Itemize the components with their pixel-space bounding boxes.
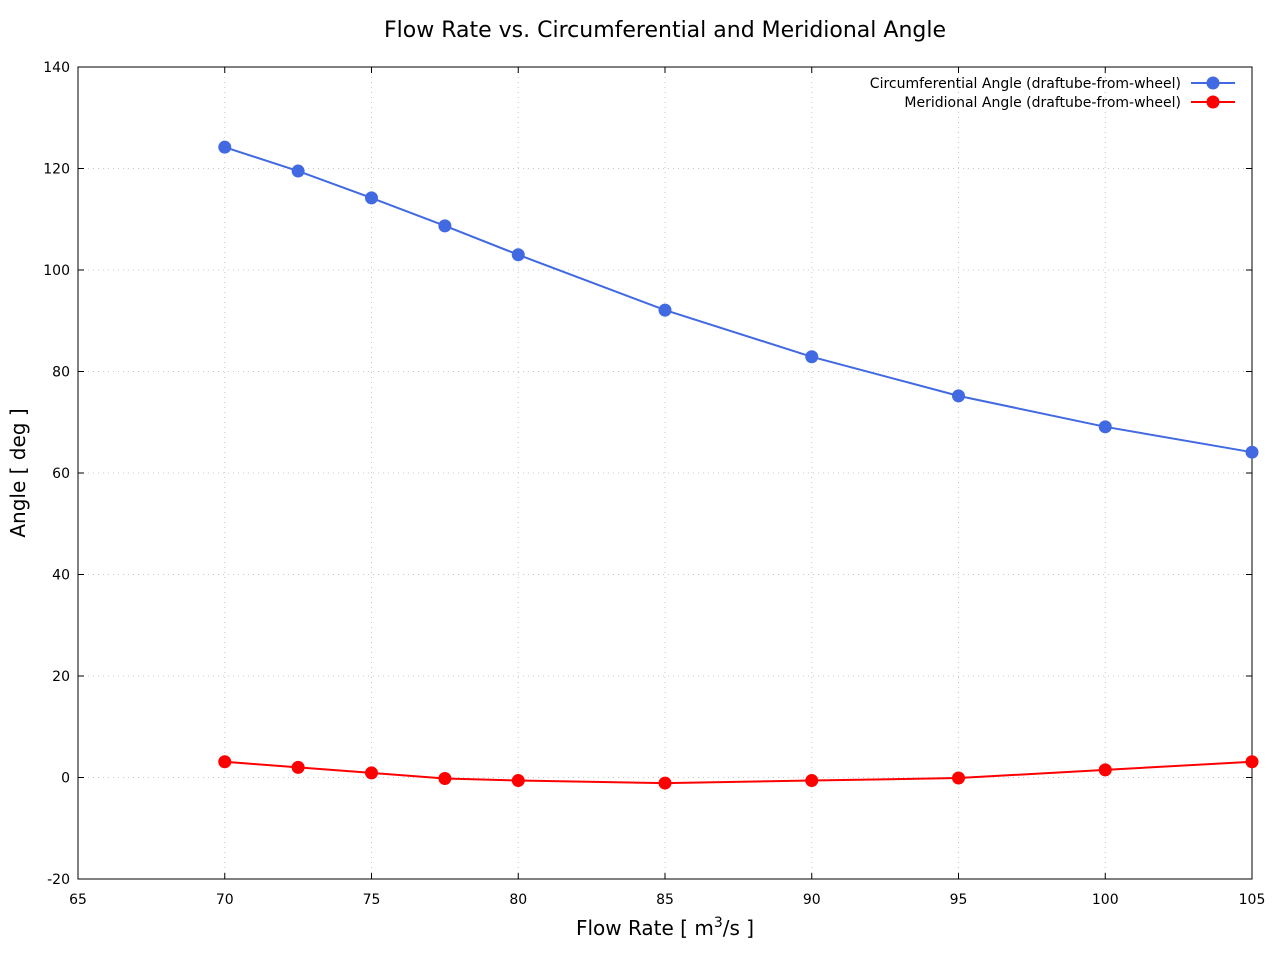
y-tick-label: 40: [52, 568, 70, 584]
legend-marker: [1206, 95, 1220, 109]
data-point: [805, 350, 819, 364]
data-point: [952, 389, 965, 403]
data-point: [805, 774, 819, 788]
legend-label: Circumferential Angle (draftube-from-whe…: [870, 76, 1181, 92]
y-tick-label: 120: [43, 162, 70, 178]
y-tick-label: 140: [43, 60, 70, 76]
data-point: [365, 191, 378, 205]
series-group: [218, 140, 1259, 790]
data-point: [658, 303, 672, 317]
x-axis-label-sup: 3: [714, 915, 723, 931]
y-tick-label: 100: [43, 263, 70, 279]
grid: [78, 67, 1252, 879]
x-tick-label: 75: [363, 892, 381, 908]
x-axis-label: Flow Rate [ m3/s ]: [576, 915, 754, 940]
x-tick-label: 90: [803, 892, 821, 908]
x-tick-label: 70: [216, 892, 234, 908]
plot-frame: [77, 66, 1253, 880]
legend: Circumferential Angle (draftube-from-whe…: [870, 76, 1235, 111]
data-point: [658, 776, 672, 790]
x-axis-label-tail: /s ]: [723, 916, 754, 940]
y-tick-label: -20: [47, 872, 70, 888]
data-point: [1098, 420, 1112, 434]
x-tick-label: 65: [69, 892, 87, 908]
data-point: [1098, 763, 1112, 777]
data-point: [438, 219, 452, 233]
legend-label: Meridional Angle (draftube-from-wheel): [904, 95, 1181, 111]
data-point: [291, 760, 305, 774]
x-tick-label: 100: [1092, 892, 1119, 908]
y-axis-label: Angle [ deg ]: [6, 408, 30, 537]
data-point: [1245, 445, 1259, 459]
axes: 65 70 75 80 85 90 95 100 105 -20 0 20 40 60 80 100 120 14…: [43, 60, 1265, 908]
data-point: [511, 248, 525, 262]
x-tick-label: 95: [950, 892, 968, 908]
y-tick-label: 20: [52, 669, 70, 685]
y-tick-label: 80: [52, 365, 70, 381]
data-point: [438, 772, 452, 786]
data-point: [365, 766, 378, 780]
data-point: [1245, 755, 1259, 769]
data-point: [291, 164, 305, 178]
data-point: [511, 774, 525, 788]
series-line-0: [224, 146, 1253, 454]
y-tick-label: 0: [61, 771, 70, 787]
x-tick-label: 85: [656, 892, 674, 908]
data-point: [218, 140, 232, 154]
legend-marker: [1206, 76, 1220, 90]
y-tick-label: 60: [52, 466, 70, 482]
x-tick-label: 105: [1239, 892, 1266, 908]
x-axis-label-main: Flow Rate [ m: [576, 916, 714, 940]
x-tick-label: 80: [509, 892, 527, 908]
series-line-1: [224, 760, 1253, 785]
data-point: [218, 755, 232, 769]
data-point: [952, 771, 965, 785]
chart-title: Flow Rate vs. Circumferential and Meridi…: [384, 18, 946, 43]
